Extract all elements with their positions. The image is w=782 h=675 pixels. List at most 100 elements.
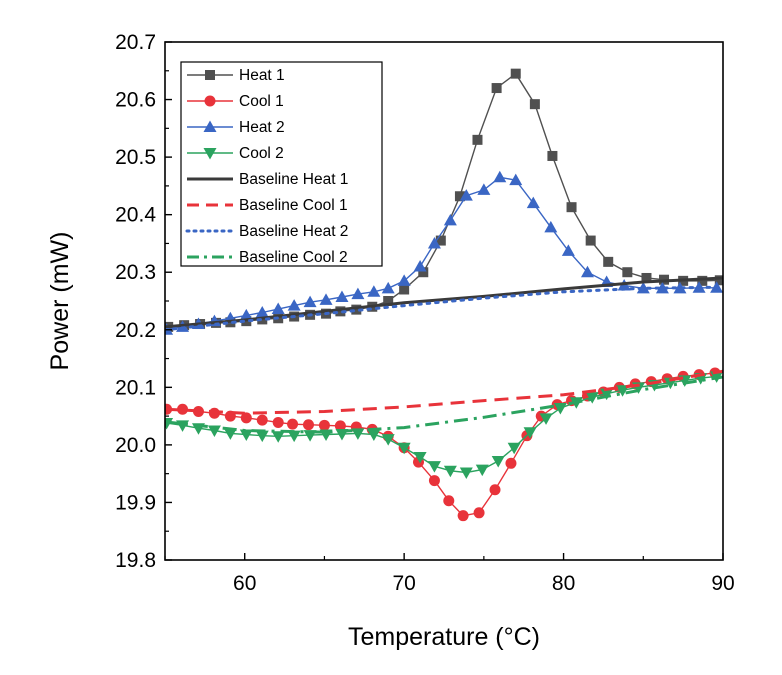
data-point-heat-2 [477,183,491,195]
legend-label-cool-1: Cool 1 [239,93,284,110]
data-point-heat-2 [239,308,253,321]
data-point-heat-1 [399,284,410,295]
data-point-heat-2 [544,220,558,233]
y-tick-label: 20.3 [115,261,156,284]
data-point-cool-2 [507,442,521,455]
legend: Heat 1 Cool 1 Heat 2 Cool 2 Baseline Hea… [180,61,383,267]
data-point-heat-1 [351,304,362,315]
data-point-heat-2 [381,281,395,294]
data-point-cool-2 [491,456,505,468]
legend-marks [185,70,235,259]
data-point-cool-2 [616,385,630,397]
x-axis-title: Temperature (°C) [348,623,540,651]
y-tick-label: 19.8 [115,549,156,572]
data-point-heat-2 [427,236,441,249]
y-tick-label: 20.1 [115,376,156,399]
series-line-baseline-cool-1 [165,369,723,415]
data-point-cool-2 [271,431,285,443]
data-point-heat-1 [622,267,633,278]
data-point-heat-2 [335,290,349,302]
data-point-cool-2 [523,427,537,439]
data-point-cool-2 [255,430,269,443]
data-point-heat-2 [271,302,285,315]
data-point-heat-1 [714,275,723,286]
data-point-heat-2 [443,213,457,226]
y-axis-title: Power (mW) [46,232,74,371]
data-point-heat-2 [351,287,365,300]
data-point-heat-1 [383,296,394,306]
data-point-heat-2 [526,196,540,209]
y-tick-label: 20.2 [115,319,156,342]
data-point-cool-2 [443,465,457,478]
data-point-cool-1 [177,403,189,415]
data-point-cool-2 [585,392,599,404]
data-point-cool-1 [473,507,485,519]
legend-label-heat-1: Heat 1 [239,67,285,84]
data-point-heat-1 [510,68,521,79]
data-point-cool-2 [413,451,427,464]
legend-marker-cool-2 [203,148,217,160]
series-group [165,68,723,522]
data-point-heat-2 [319,293,333,305]
axes: 60 70 80 90 19.8 19.9 20.0 20.1 20.2 20.3 20.4 20.5… [115,31,735,595]
x-tick-label: 90 [711,572,734,595]
data-point-cool-1 [428,475,440,487]
data-point-cool-1 [334,420,346,432]
data-point-heat-2 [580,265,594,278]
data-point-cool-1 [240,412,252,424]
data-point-heat-2 [509,173,523,186]
data-point-heat-1 [641,272,652,283]
data-point-heat-2 [303,295,317,308]
data-point-heat-2 [561,244,575,256]
data-point-cool-1 [505,457,517,469]
data-point-heat-2 [673,281,687,294]
data-point-cool-2 [539,413,553,425]
y-tick-label: 20.4 [115,204,156,227]
data-point-cool-1 [489,484,501,496]
data-point-cool-2 [287,430,301,443]
data-point-cool-2 [381,434,395,446]
data-point-heat-1 [472,134,483,145]
data-point-cool-2 [427,461,441,473]
data-point-heat-2 [413,259,427,272]
legend-label-heat-2: Heat 2 [239,119,285,136]
data-point-heat-2 [636,281,650,294]
legend-label-cool-2: Cool 2 [239,145,284,162]
data-point-heat-1 [585,235,596,246]
data-point-cool-2 [459,467,473,480]
data-point-heat-1 [335,306,346,317]
data-point-heat-2 [287,299,301,311]
data-point-heat-1 [418,267,429,278]
data-point-heat-1 [603,256,614,267]
x-tick-label: 70 [392,572,415,595]
y-tick-label: 20.5 [115,146,156,169]
data-point-cool-2 [475,464,489,477]
data-point-heat-2 [493,170,507,183]
data-point-heat-2 [655,281,669,294]
y-tick-label: 20.6 [115,89,156,112]
legend-label-baseline-heat-2: Baseline Heat 2 [239,223,348,240]
legend-label-baseline-cool-1: Baseline Cool 1 [239,197,348,214]
data-point-cool-1 [318,419,330,431]
y-tick-label: 20.7 [115,31,156,54]
data-point-heat-2 [255,306,269,318]
data-point-cool-1 [302,419,314,431]
data-point-heat-2 [397,274,411,286]
data-point-cool-2 [207,425,221,437]
legend-label-baseline-heat-1: Baseline Heat 1 [239,171,348,188]
series-line-cool-1 [166,372,716,517]
data-point-heat-1 [491,83,502,94]
series-line-baseline-cool-2 [165,375,723,434]
y-tick-label: 19.9 [115,491,156,514]
data-point-heat-1 [547,150,558,161]
data-point-cool-1 [287,418,299,430]
plot-area [165,68,723,522]
data-point-heat-1 [454,191,465,202]
data-point-cool-2 [239,429,253,442]
data-point-heat-2 [459,189,473,201]
series-line-baseline-heat-2 [165,285,723,332]
legend-marker-heat-1 [205,70,215,80]
legend-marker-heat-2 [203,120,217,132]
data-point-cool-1 [272,416,284,428]
